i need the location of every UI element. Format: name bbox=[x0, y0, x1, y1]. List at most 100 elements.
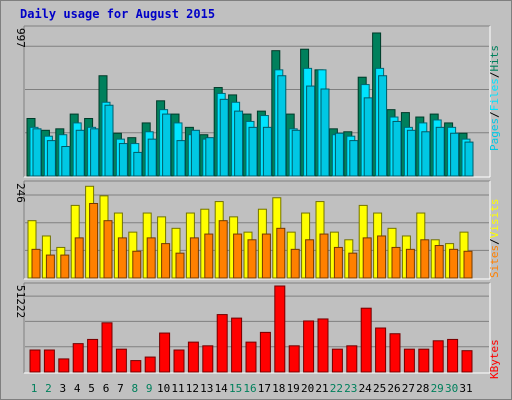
x-tick-label-day-20: 20 bbox=[301, 382, 314, 395]
bar-pages-day-20 bbox=[306, 85, 316, 177]
x-tick-label-day-31: 31 bbox=[459, 382, 472, 395]
bar-kbytes-day-19 bbox=[288, 345, 300, 373]
bar-pages-day-24 bbox=[363, 97, 373, 177]
x-axis-labels: 1 2 3 4 5 6 7 8 9 10 11 12 13 14 15 16 17 18 19 20 21 22 23 24 2… bbox=[31, 382, 473, 395]
x-tick-label-day-19: 19 bbox=[287, 382, 300, 395]
x-tick-label-day-28: 28 bbox=[416, 382, 429, 395]
legend-entry: Files bbox=[488, 78, 501, 111]
bar-kbytes-day-20 bbox=[303, 320, 315, 373]
bar-pages-day-28 bbox=[421, 131, 431, 177]
bar-kbytes-day-5 bbox=[87, 338, 99, 373]
bar-kbytes-day-3 bbox=[58, 358, 70, 373]
x-tick-label-day-30: 30 bbox=[445, 382, 458, 395]
bar-sites-day-14 bbox=[218, 220, 228, 279]
bar-pages-day-1 bbox=[32, 128, 42, 177]
legend-entry: Visits bbox=[488, 199, 501, 239]
bar-sites-day-26 bbox=[391, 246, 401, 279]
bar-kbytes-day-27 bbox=[403, 348, 415, 373]
bar-kbytes-day-16 bbox=[245, 341, 257, 373]
bar-sites-day-16 bbox=[247, 239, 257, 279]
bar-sites-day-9 bbox=[146, 237, 156, 279]
legend-entry: / bbox=[488, 72, 501, 79]
legend-entry: Pages bbox=[488, 118, 501, 151]
bar-sites-day-6 bbox=[103, 220, 113, 279]
x-tick-label-day-6: 6 bbox=[103, 382, 110, 395]
bar-kbytes-day-31 bbox=[461, 350, 473, 373]
bar-sites-day-22 bbox=[333, 246, 343, 279]
x-tick-label-day-17: 17 bbox=[258, 382, 271, 395]
bar-sites-day-10 bbox=[161, 243, 171, 279]
bar-pages-day-10 bbox=[162, 113, 172, 177]
bar-kbytes-day-25 bbox=[375, 327, 387, 373]
panel-2: 246 Sites/Visits bbox=[14, 180, 501, 280]
legend: Pages/Files/Hits bbox=[488, 45, 501, 151]
legend-entry: / bbox=[488, 238, 501, 245]
bar-sites-day-5 bbox=[89, 202, 99, 279]
bar-kbytes-day-15 bbox=[231, 317, 243, 373]
bar-pages-day-31 bbox=[464, 141, 474, 177]
y-max-label: 246 bbox=[14, 183, 27, 203]
legend-entry: KBytes bbox=[488, 339, 501, 379]
legend-entry: / bbox=[488, 111, 501, 118]
bar-pages-day-27 bbox=[406, 129, 416, 177]
bar-kbytes-day-2 bbox=[43, 349, 55, 373]
panel-3: 51222 KBytes bbox=[14, 282, 501, 379]
bar-sites-day-24 bbox=[362, 237, 372, 279]
bar-kbytes-day-17 bbox=[259, 331, 271, 373]
bar-kbytes-day-12 bbox=[187, 341, 199, 373]
bar-sites-day-15 bbox=[233, 233, 243, 279]
x-tick-label-day-9: 9 bbox=[146, 382, 153, 395]
x-tick-label-day-26: 26 bbox=[387, 382, 400, 395]
bar-kbytes-day-8 bbox=[130, 360, 142, 373]
bar-sites-day-13 bbox=[204, 233, 214, 279]
bar-pages-day-8 bbox=[133, 151, 143, 177]
bar-kbytes-day-23 bbox=[346, 345, 358, 373]
bar-kbytes-day-14 bbox=[216, 314, 228, 373]
bar-pages-day-9 bbox=[147, 138, 157, 177]
x-tick-label-day-13: 13 bbox=[200, 382, 213, 395]
x-tick-label-day-5: 5 bbox=[88, 382, 95, 395]
bar-pages-day-17 bbox=[262, 126, 272, 177]
x-tick-label-day-23: 23 bbox=[344, 382, 357, 395]
x-tick-label-day-22: 22 bbox=[330, 382, 343, 395]
bar-kbytes-day-29 bbox=[432, 340, 444, 373]
x-tick-label-day-3: 3 bbox=[59, 382, 66, 395]
x-tick-label-day-15: 15 bbox=[229, 382, 242, 395]
bar-sites-day-27 bbox=[405, 248, 415, 279]
x-tick-label-day-24: 24 bbox=[359, 382, 373, 395]
bar-pages-day-3 bbox=[61, 146, 71, 177]
bar-sites-day-30 bbox=[449, 248, 459, 279]
y-max-label: 997 bbox=[14, 28, 27, 48]
x-tick-label-day-1: 1 bbox=[31, 382, 38, 395]
bar-kbytes-day-10 bbox=[159, 332, 171, 373]
bar-kbytes-day-11 bbox=[173, 349, 185, 373]
bar-pages-day-16 bbox=[248, 126, 258, 177]
bar-pages-day-23 bbox=[349, 140, 359, 177]
x-tick-label-day-4: 4 bbox=[74, 382, 81, 395]
bar-sites-day-25 bbox=[377, 235, 387, 279]
x-tick-label-day-25: 25 bbox=[373, 382, 386, 395]
legend-entry: Hits bbox=[488, 45, 501, 72]
bar-kbytes-day-26 bbox=[389, 333, 401, 373]
bar-pages-day-30 bbox=[450, 132, 460, 177]
bar-sites-day-1 bbox=[31, 248, 41, 279]
bar-sites-day-8 bbox=[132, 250, 142, 279]
bar-pages-day-26 bbox=[392, 120, 402, 177]
x-tick-label-day-29: 29 bbox=[431, 382, 444, 395]
bar-sites-day-23 bbox=[348, 252, 358, 279]
bar-sites-day-18 bbox=[276, 227, 286, 279]
bar-kbytes-day-21 bbox=[317, 318, 329, 373]
bar-pages-day-21 bbox=[320, 88, 330, 177]
bar-kbytes-day-7 bbox=[115, 348, 127, 373]
bar-sites-day-2 bbox=[45, 254, 55, 279]
bar-pages-day-6 bbox=[104, 104, 114, 177]
bar-kbytes-day-6 bbox=[101, 322, 113, 373]
bar-pages-day-7 bbox=[118, 143, 128, 177]
legend: Sites/Visits bbox=[488, 199, 501, 279]
bar-pages-day-25 bbox=[378, 75, 388, 177]
bar-kbytes-day-4 bbox=[72, 343, 84, 373]
bar-sites-day-7 bbox=[117, 237, 127, 279]
bar-sites-day-20 bbox=[305, 239, 315, 279]
